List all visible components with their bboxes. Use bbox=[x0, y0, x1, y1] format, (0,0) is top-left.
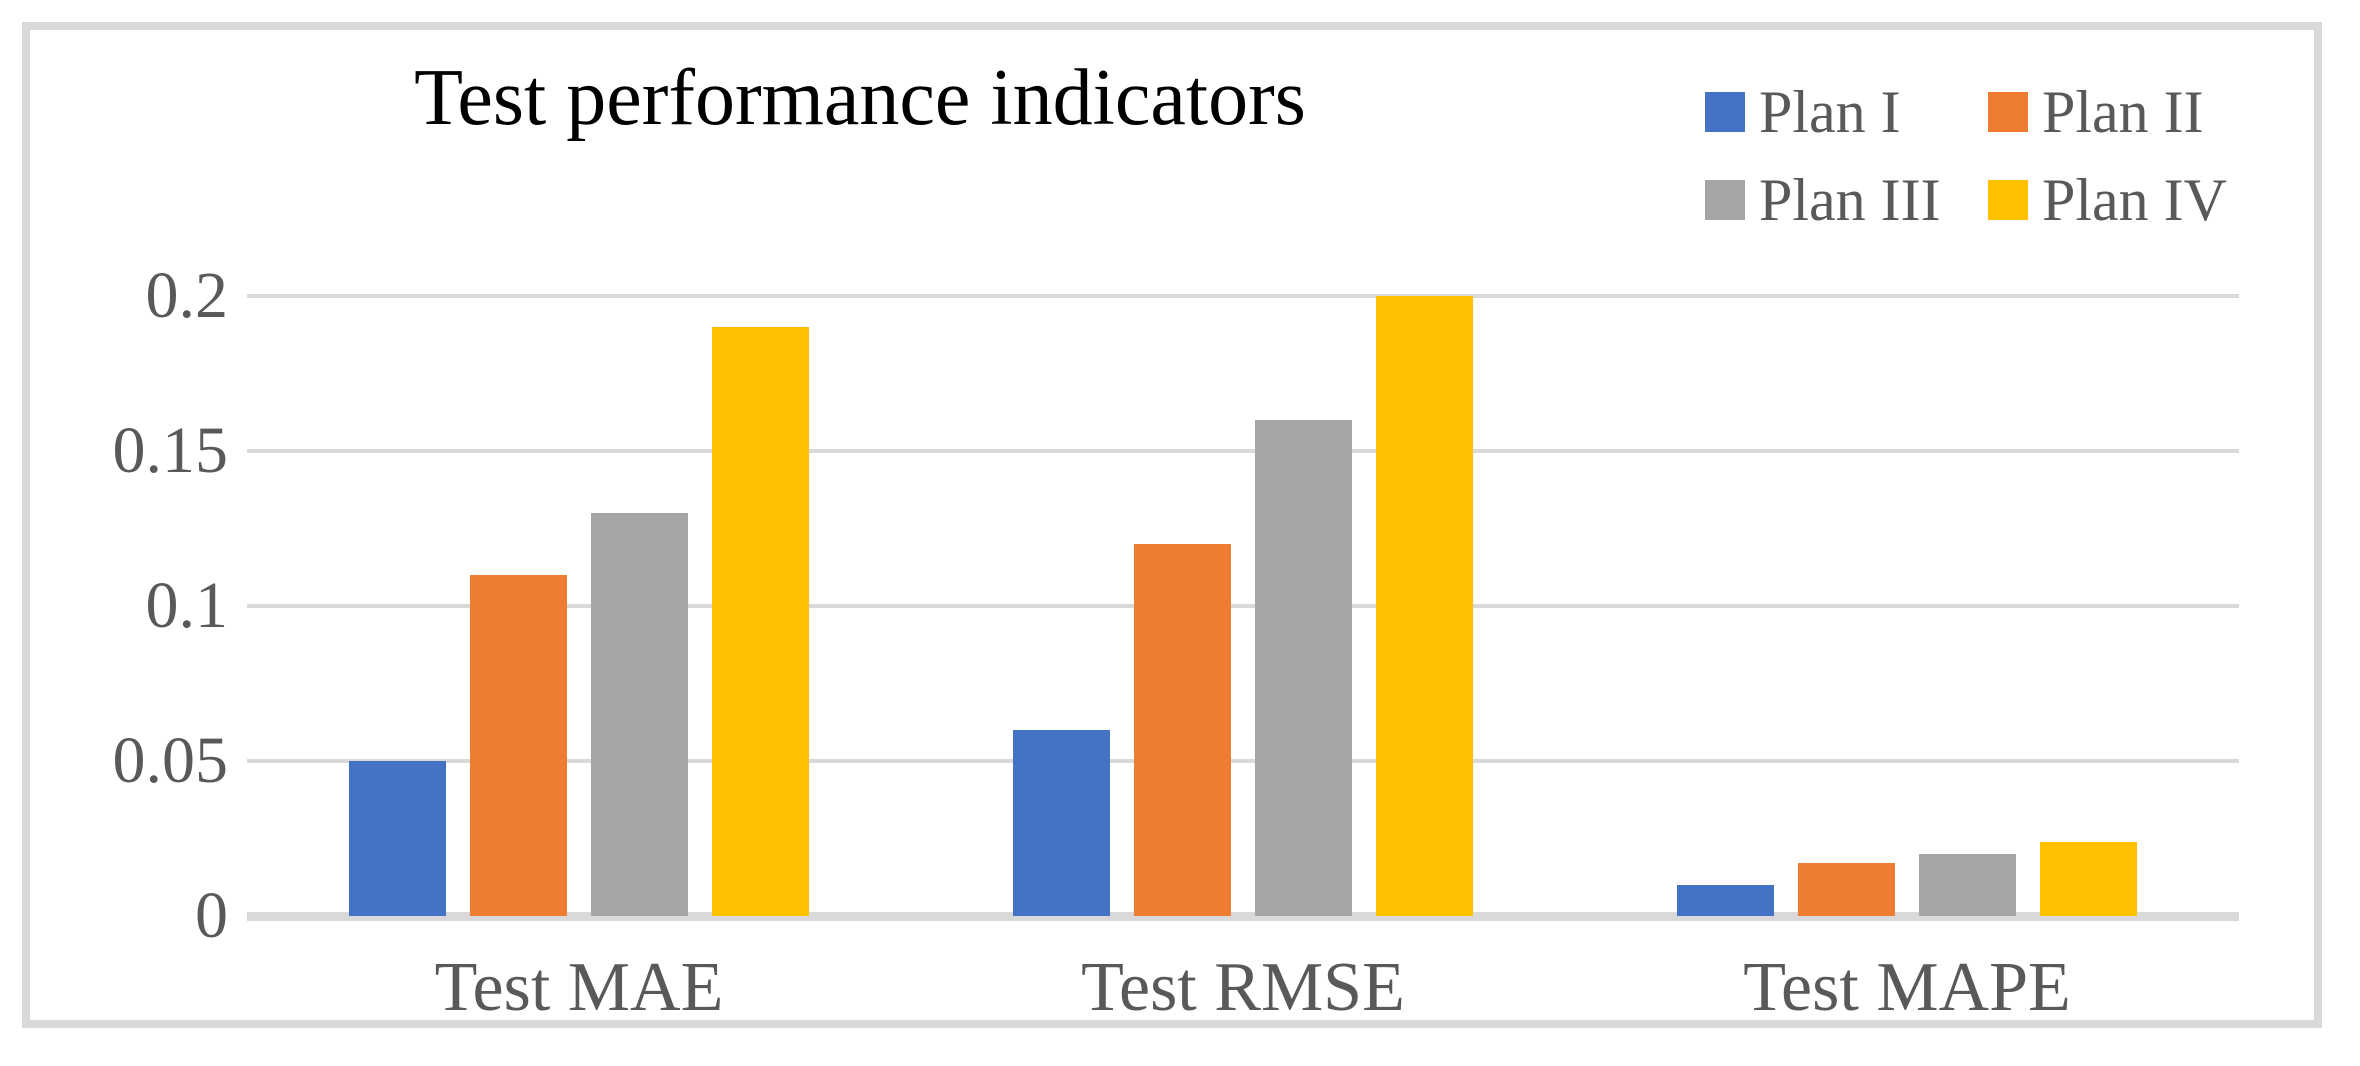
legend-entry-plan-i: Plan I bbox=[1705, 82, 1988, 142]
gridline-y-0.05 bbox=[247, 759, 2239, 763]
legend-entry-plan-ii: Plan II bbox=[1988, 82, 2325, 142]
legend-label: Plan IV bbox=[2042, 167, 2227, 233]
bar-plan-iv-test-rmse bbox=[1376, 296, 1473, 916]
bar-plan-iii-test-mae bbox=[591, 513, 688, 916]
y-tick-label-0.15: 0.15 bbox=[112, 414, 229, 487]
bar-plan-iv-test-mae bbox=[712, 327, 809, 916]
legend-swatch-icon bbox=[1705, 180, 1745, 220]
y-tick-label-0.1: 0.1 bbox=[145, 569, 229, 642]
bar-plan-iii-test-rmse bbox=[1255, 420, 1352, 916]
x-axis-baseline bbox=[247, 912, 2239, 921]
bar-plan-ii-test-mape bbox=[1798, 863, 1895, 916]
x-category-label-test-rmse: Test RMSE bbox=[1081, 949, 1405, 1026]
bar-plan-iv-test-mape bbox=[2040, 842, 2137, 916]
legend-label: Plan III bbox=[1759, 167, 1941, 233]
gridline-y-0.1 bbox=[247, 604, 2239, 608]
chart-title: Test performance indicators bbox=[414, 54, 1306, 142]
gridline-y-0.15 bbox=[247, 449, 2239, 453]
plot-area bbox=[247, 294, 2239, 921]
gridline-y-0.2 bbox=[247, 294, 2239, 298]
legend-entry-plan-iv: Plan IV bbox=[1988, 170, 2325, 230]
bar-plan-i-test-mae bbox=[349, 761, 446, 916]
legend-entry-plan-iii: Plan III bbox=[1705, 170, 1988, 230]
y-tick-label-0.2: 0.2 bbox=[145, 259, 229, 332]
legend-label: Plan II bbox=[2042, 79, 2204, 145]
bar-plan-i-test-mape bbox=[1677, 885, 1774, 916]
bar-plan-ii-test-mae bbox=[470, 575, 567, 916]
legend: Plan I Plan II Plan III Plan IV bbox=[1705, 82, 2325, 230]
bar-plan-i-test-rmse bbox=[1013, 730, 1110, 916]
y-tick-label-0: 0 bbox=[195, 879, 228, 952]
legend-swatch-icon bbox=[1988, 180, 2028, 220]
legend-swatch-icon bbox=[1988, 92, 2028, 132]
x-category-label-test-mae: Test MAE bbox=[434, 949, 724, 1026]
bar-plan-ii-test-rmse bbox=[1134, 544, 1231, 916]
y-tick-label-0.05: 0.05 bbox=[112, 724, 229, 797]
x-category-label-test-mape: Test MAPE bbox=[1743, 949, 2071, 1026]
legend-label: Plan I bbox=[1759, 79, 1901, 145]
bar-plan-iii-test-mape bbox=[1919, 854, 2016, 916]
legend-swatch-icon bbox=[1705, 92, 1745, 132]
